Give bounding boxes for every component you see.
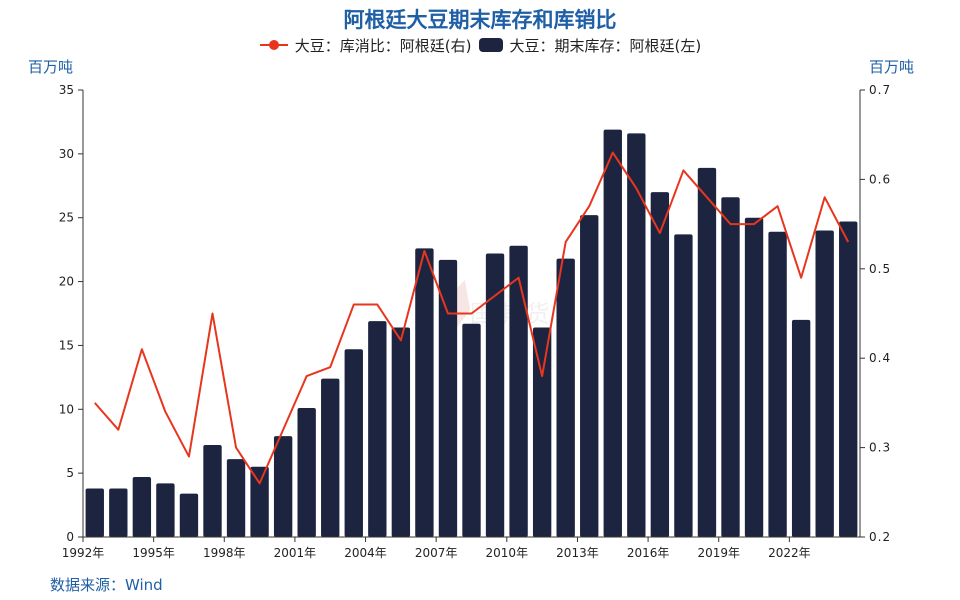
x-tick-label: 2004年 — [344, 546, 387, 560]
left-tick-label: 20 — [59, 275, 74, 289]
bar-2003 — [344, 349, 363, 537]
legend-line-swatch — [259, 40, 288, 50]
bar-1997 — [203, 445, 222, 537]
bar-2024 — [839, 221, 858, 537]
bar-2010 — [509, 245, 528, 537]
chart-title: 阿根廷大豆期末库存和库销比 — [343, 8, 617, 32]
bar-2018 — [697, 167, 717, 538]
bar-2020 — [744, 217, 764, 537]
bar-1993 — [109, 488, 128, 537]
bar-2021 — [768, 231, 787, 537]
bar-2000 — [273, 436, 293, 537]
bar-2002 — [321, 378, 340, 537]
x-tick-label: 2007年 — [415, 546, 458, 560]
left-tick-label: 30 — [59, 147, 74, 161]
x-tick-label: 1992年 — [62, 546, 105, 560]
right-tick-label: 0.7 — [869, 83, 891, 97]
bar-1999 — [250, 466, 269, 537]
bar-2004 — [368, 321, 387, 537]
bar-1995 — [156, 483, 175, 537]
bar-2014 — [603, 129, 622, 537]
svg-text:国 期货: 国 期货 — [470, 300, 550, 328]
bar-1996 — [179, 493, 199, 537]
x-tick-label: 1998年 — [203, 546, 246, 560]
x-tick-label: 2010年 — [486, 546, 529, 560]
legend-item-line[interactable]: 大豆：库消比：阿根廷(右) — [259, 35, 472, 56]
legend-item-bar[interactable]: 大豆：期末库存：阿根廷(左) — [478, 35, 702, 56]
right-tick-label: 0.2 — [869, 530, 891, 544]
right-tick-label: 0.4 — [869, 351, 891, 365]
bar-2017 — [674, 234, 693, 537]
bar-2005 — [391, 327, 411, 537]
right-tick-label: 0.5 — [869, 262, 891, 276]
bar-2011 — [532, 327, 552, 537]
x-tick-label: 2016年 — [627, 546, 670, 560]
left-tick-label: 10 — [59, 402, 74, 416]
bar-2015 — [627, 133, 646, 537]
chart-legend: 大豆：库消比：阿根廷(右) 大豆：期末库存：阿根廷(左) — [0, 34, 960, 56]
legend-bar-swatch — [478, 38, 503, 52]
bar-1994 — [132, 476, 152, 537]
x-tick-label: 2013年 — [556, 546, 599, 560]
bar-2013 — [580, 215, 599, 537]
legend-bar-label: 大豆：期末库存：阿根廷(左) — [509, 36, 702, 55]
legend-line-label: 大豆：库消比：阿根廷(右) — [294, 36, 472, 55]
right-tick-label: 0.3 — [869, 441, 891, 455]
right-tick-label: 0.6 — [869, 172, 891, 186]
right-axis-unit: 百万吨 — [868, 58, 914, 76]
data-source: 数据来源：Wind — [50, 576, 163, 594]
x-tick-label: 2019年 — [697, 546, 740, 560]
stock-to-use-line — [94, 151, 850, 485]
bar-2012 — [556, 258, 575, 537]
left-tick-label: 35 — [59, 83, 74, 97]
x-tick-label: 2001年 — [274, 546, 317, 560]
left-tick-label: 15 — [59, 338, 74, 352]
bar-2007 — [438, 259, 458, 537]
x-tick-label: 2022年 — [768, 546, 811, 560]
bar-2023 — [815, 230, 834, 537]
left-tick-label: 25 — [59, 211, 74, 225]
bar-2022 — [791, 319, 811, 537]
left-axis-unit: 百万吨 — [28, 58, 74, 76]
bar-1992 — [85, 488, 104, 537]
left-tick-label: 5 — [66, 466, 74, 480]
bar-2008 — [462, 323, 481, 537]
bar-2016 — [650, 192, 670, 537]
left-tick-label: 0 — [66, 530, 74, 544]
bar-2001 — [297, 408, 316, 537]
x-tick-label: 1995年 — [132, 546, 175, 560]
bar-1998 — [226, 459, 246, 537]
bar-2009 — [485, 253, 505, 537]
bar-2019 — [721, 197, 740, 537]
bar-2006 — [415, 248, 434, 537]
watermark-logo: 国 期货 — [445, 280, 550, 330]
